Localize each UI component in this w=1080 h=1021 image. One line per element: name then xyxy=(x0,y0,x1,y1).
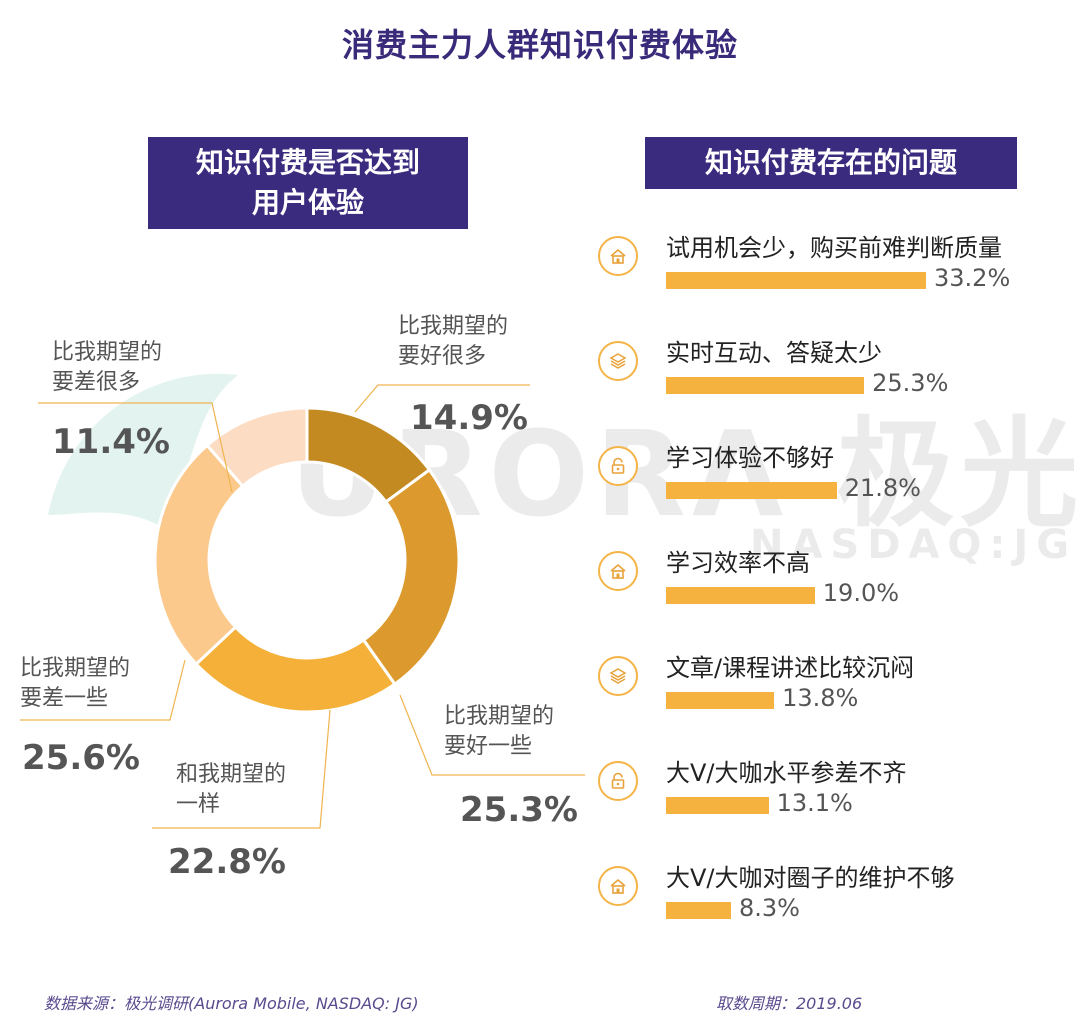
donut-label-much-worse: 比我期望的 要差很多 xyxy=(52,340,163,395)
issue-label: 大V/大咖对圈子的维护不够 xyxy=(666,864,955,892)
house-icon xyxy=(598,551,638,591)
layers-icon xyxy=(598,341,638,381)
right-panel-header: 知识付费存在的问题 xyxy=(645,137,1017,189)
donut-value-much-better: 14.9% xyxy=(410,398,528,438)
leader-much-better xyxy=(354,384,530,413)
leader-same xyxy=(152,709,331,829)
issue-label: 大V/大咖水平参差不齐 xyxy=(666,759,907,787)
issue-bar xyxy=(666,482,837,499)
leader-much-worse xyxy=(38,402,233,493)
page-title: 消费主力人群知识付费体验 xyxy=(341,26,738,64)
issue-value: 19.0% xyxy=(822,579,900,607)
donut-label-better: 比我期望的 要好一些 xyxy=(444,704,555,759)
donut-value-better: 25.3% xyxy=(460,790,578,830)
issue-label: 实时互动、答疑太少 xyxy=(666,339,882,367)
issue-value: 21.8% xyxy=(844,474,921,502)
donut-value-worse: 25.6% xyxy=(22,738,140,778)
issue-bar xyxy=(666,587,815,604)
issue-bar xyxy=(666,377,865,394)
donut-slice-much-worse xyxy=(205,406,309,489)
layers-icon xyxy=(598,656,638,696)
leader-worse xyxy=(20,659,186,721)
issue-value: 33.2% xyxy=(934,264,1011,292)
donut-slice-better xyxy=(361,467,461,687)
left-panel-header: 知识付费是否达到 用户体验 xyxy=(148,137,468,229)
leader-better xyxy=(399,694,585,776)
issue-bar xyxy=(666,797,769,814)
donut-chart xyxy=(20,384,585,829)
issue-label: 试用机会少，购买前难判断质量 xyxy=(666,234,1002,262)
donut-slice-worse xyxy=(153,443,245,667)
donut-label-worse: 比我期望的 要差一些 xyxy=(20,656,131,711)
house-icon xyxy=(598,236,638,276)
footer-source: 数据来源：极光调研(Aurora Mobile, NASDAQ: JG) xyxy=(44,994,419,1013)
lock-icon xyxy=(598,761,638,801)
house-icon xyxy=(598,866,638,906)
donut-slice-same xyxy=(194,624,397,714)
footer-period: 取数周期：2019.06 xyxy=(716,994,863,1013)
donut-value-much-worse: 11.4% xyxy=(52,422,170,462)
issue-value: 25.3% xyxy=(872,369,949,397)
watermark-ticker: NASDAQ:JG xyxy=(750,522,1078,568)
donut-label-same: 和我期望的 一样 xyxy=(176,762,287,817)
lock-icon xyxy=(598,446,638,486)
issue-value: 13.8% xyxy=(782,684,859,712)
donut-label-much-better: 比我期望的 要好很多 xyxy=(398,314,509,369)
issue-value: 8.3% xyxy=(739,894,800,922)
issue-bar xyxy=(666,272,926,289)
donut-value-same: 22.8% xyxy=(168,842,286,882)
issue-label: 学习体验不够好 xyxy=(666,444,834,472)
issue-value: 13.1% xyxy=(776,789,853,817)
issue-bar xyxy=(666,902,731,919)
issue-label: 文章/课程讲述比较沉闷 xyxy=(666,654,915,682)
watermark-leaf-shape xyxy=(48,373,238,525)
issue-label: 学习效率不高 xyxy=(666,549,810,577)
issue-bar xyxy=(666,692,775,709)
